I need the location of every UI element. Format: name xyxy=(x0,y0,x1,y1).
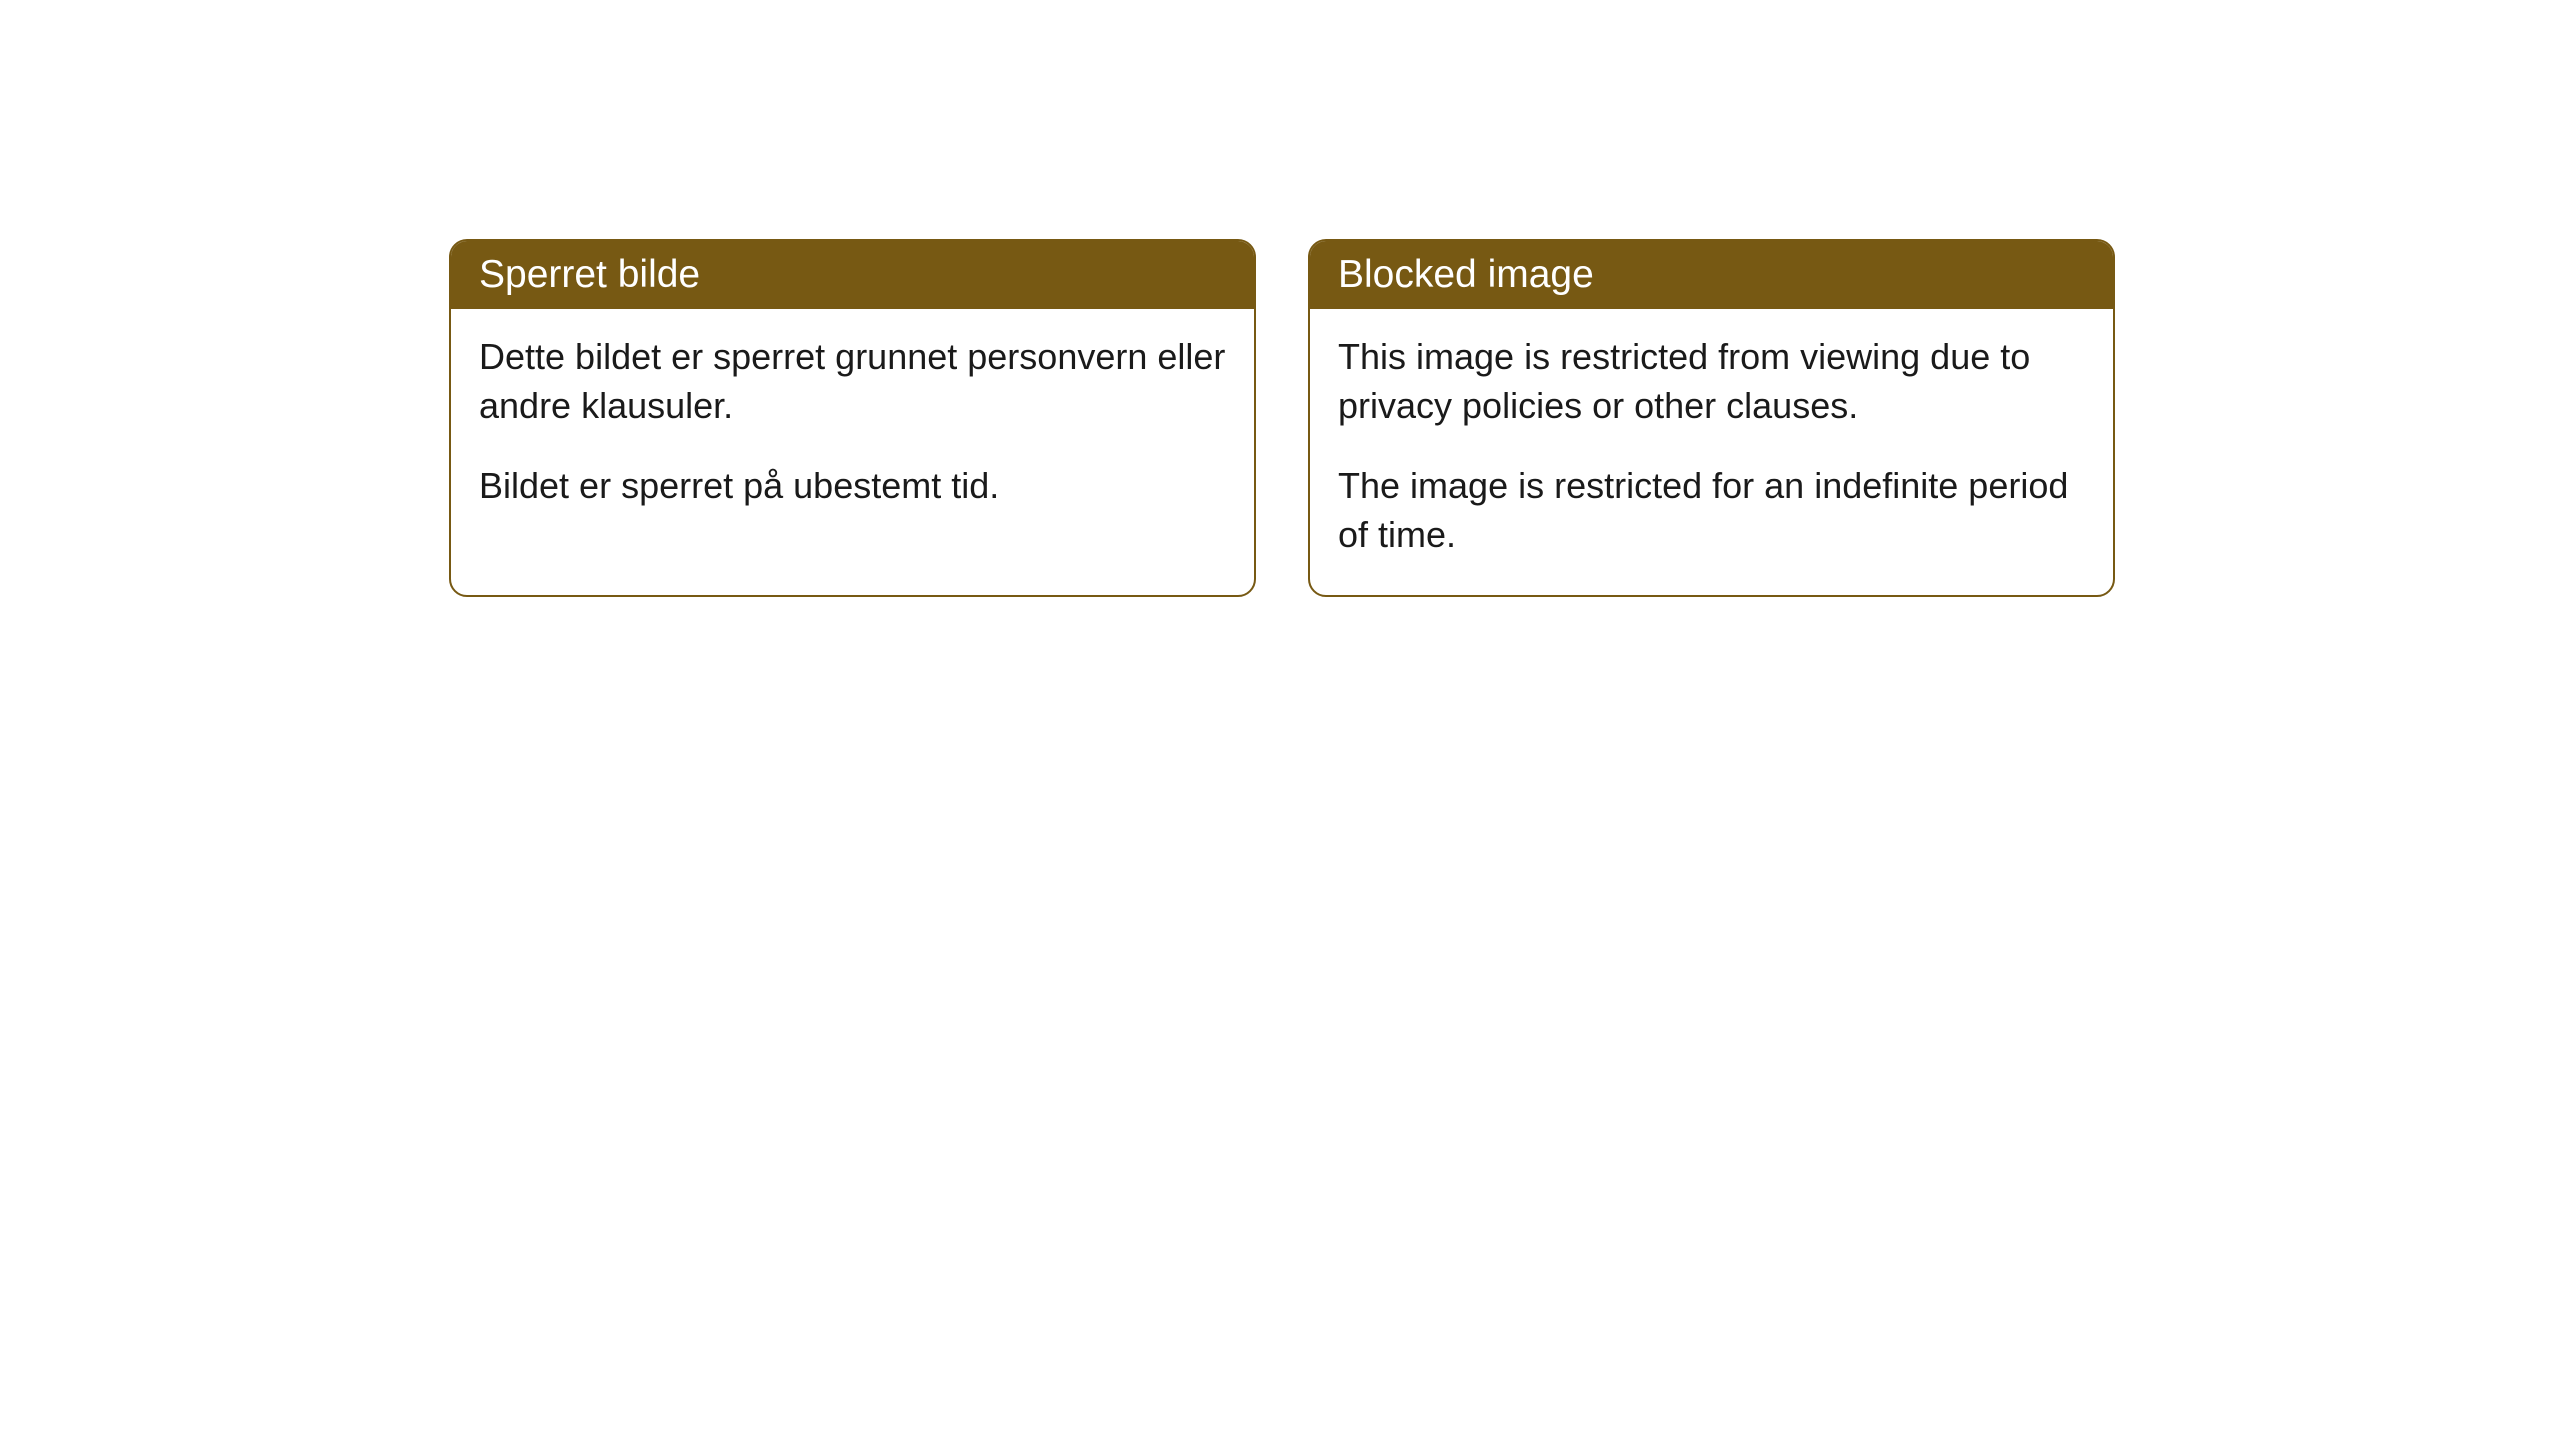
notice-cards-container: Sperret bilde Dette bildet er sperret gr… xyxy=(449,239,2560,597)
notice-card-paragraph: This image is restricted from viewing du… xyxy=(1338,333,2085,430)
notice-card-header: Blocked image xyxy=(1310,241,2113,309)
notice-card-paragraph: Dette bildet er sperret grunnet personve… xyxy=(479,333,1226,430)
notice-card-title: Blocked image xyxy=(1338,253,1594,296)
notice-card-body: Dette bildet er sperret grunnet personve… xyxy=(451,309,1254,547)
notice-card-header: Sperret bilde xyxy=(451,241,1254,309)
notice-card-title: Sperret bilde xyxy=(479,253,700,296)
notice-card-english: Blocked image This image is restricted f… xyxy=(1308,239,2115,597)
notice-card-paragraph: Bildet er sperret på ubestemt tid. xyxy=(479,462,1226,511)
notice-card-norwegian: Sperret bilde Dette bildet er sperret gr… xyxy=(449,239,1256,597)
notice-card-paragraph: The image is restricted for an indefinit… xyxy=(1338,462,2085,559)
notice-card-body: This image is restricted from viewing du… xyxy=(1310,309,2113,595)
